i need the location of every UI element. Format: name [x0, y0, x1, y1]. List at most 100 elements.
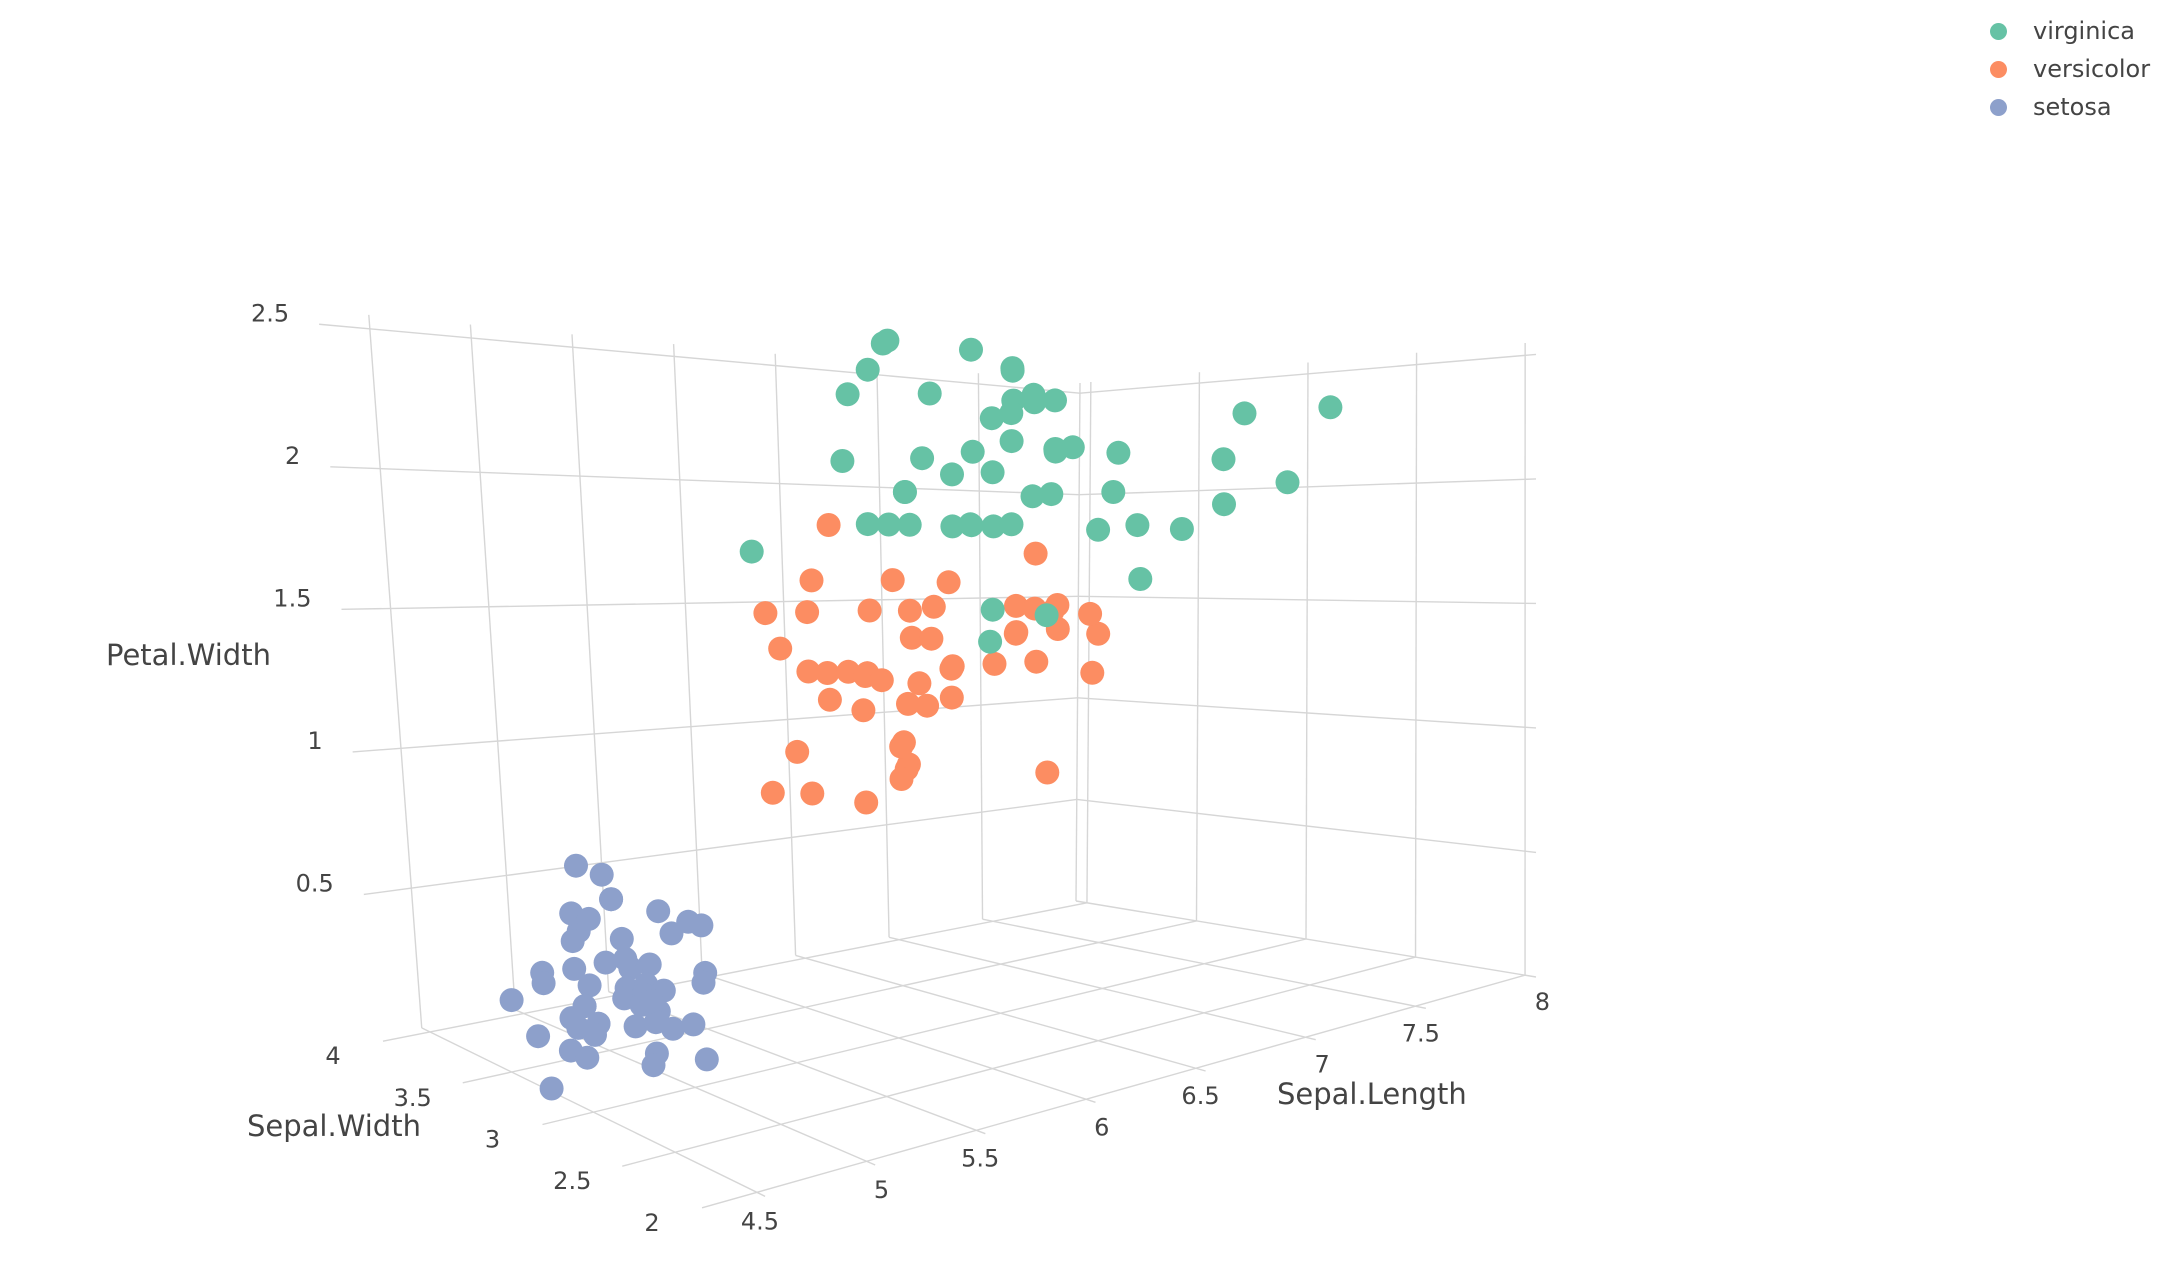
point-versicolor[interactable]: [1086, 621, 1111, 646]
point-virginica[interactable]: [1106, 440, 1131, 465]
point-versicolor[interactable]: [800, 781, 825, 806]
point-virginica[interactable]: [1211, 447, 1236, 472]
point-virginica[interactable]: [960, 439, 985, 464]
point-setosa[interactable]: [499, 988, 524, 1013]
point-setosa[interactable]: [613, 947, 638, 971]
point-versicolor[interactable]: [896, 691, 920, 716]
point-setosa[interactable]: [609, 926, 634, 951]
point-virginica[interactable]: [830, 449, 855, 473]
point-setosa[interactable]: [659, 921, 684, 946]
point-virginica[interactable]: [1086, 517, 1111, 542]
point-virginica[interactable]: [1232, 401, 1257, 426]
point-setosa[interactable]: [526, 1024, 551, 1049]
point-virginica[interactable]: [897, 512, 922, 537]
point-virginica[interactable]: [1039, 482, 1064, 507]
point-virginica[interactable]: [999, 429, 1024, 454]
point-versicolor[interactable]: [921, 594, 946, 619]
point-setosa[interactable]: [691, 970, 716, 995]
point-setosa[interactable]: [637, 952, 662, 977]
point-versicolor[interactable]: [768, 636, 793, 661]
point-setosa[interactable]: [576, 906, 601, 931]
point-setosa[interactable]: [575, 1045, 600, 1070]
point-versicolor[interactable]: [889, 767, 914, 791]
point-versicolor[interactable]: [1035, 760, 1060, 785]
point-versicolor[interactable]: [753, 601, 778, 626]
point-versicolor[interactable]: [907, 671, 932, 696]
point-virginica[interactable]: [910, 446, 935, 471]
point-versicolor[interactable]: [1080, 660, 1105, 685]
point-versicolor[interactable]: [982, 651, 1007, 676]
legend-item-versicolor[interactable]: versicolor: [1990, 50, 2150, 88]
point-virginica[interactable]: [999, 512, 1024, 537]
point-versicolor[interactable]: [815, 661, 840, 685]
point-virginica[interactable]: [1169, 517, 1194, 541]
point-versicolor[interactable]: [939, 656, 964, 681]
point-versicolor[interactable]: [799, 568, 824, 593]
point-virginica[interactable]: [980, 597, 1005, 622]
point-setosa[interactable]: [589, 862, 614, 887]
point-setosa[interactable]: [599, 887, 624, 912]
point-setosa[interactable]: [646, 899, 671, 924]
point-versicolor[interactable]: [869, 668, 894, 693]
point-virginica[interactable]: [981, 514, 1006, 539]
point-virginica[interactable]: [1021, 382, 1046, 407]
point-versicolor[interactable]: [1024, 649, 1049, 674]
point-versicolor[interactable]: [899, 625, 924, 650]
point-virginica[interactable]: [1125, 513, 1150, 538]
point-virginica[interactable]: [958, 512, 983, 537]
point-setosa[interactable]: [689, 913, 714, 938]
point-virginica[interactable]: [1212, 492, 1236, 517]
point-setosa[interactable]: [572, 994, 597, 1019]
point-virginica[interactable]: [980, 460, 1005, 485]
point-virginica[interactable]: [870, 331, 895, 356]
point-setosa[interactable]: [560, 929, 585, 954]
point-setosa[interactable]: [694, 1047, 719, 1072]
point-versicolor[interactable]: [1003, 621, 1028, 646]
point-virginica[interactable]: [835, 382, 860, 407]
point-setosa[interactable]: [539, 1076, 564, 1101]
point-versicolor[interactable]: [854, 790, 879, 815]
point-virginica[interactable]: [1020, 484, 1045, 509]
point-setosa[interactable]: [564, 853, 588, 878]
point-versicolor[interactable]: [760, 780, 785, 805]
point-versicolor[interactable]: [795, 600, 820, 625]
point-virginica[interactable]: [855, 512, 880, 537]
point-setosa[interactable]: [681, 1012, 706, 1037]
point-versicolor[interactable]: [897, 598, 922, 623]
point-virginica[interactable]: [917, 381, 942, 406]
point-virginica[interactable]: [1043, 437, 1068, 461]
point-virginica[interactable]: [1034, 603, 1059, 628]
point-virginica[interactable]: [978, 629, 1003, 654]
legend-item-virginica[interactable]: virginica: [1990, 12, 2150, 50]
point-versicolor[interactable]: [939, 685, 964, 710]
point-versicolor[interactable]: [851, 698, 876, 723]
data-points[interactable]: [499, 328, 1343, 1101]
point-versicolor[interactable]: [880, 568, 905, 593]
point-virginica[interactable]: [892, 480, 917, 504]
point-virginica[interactable]: [999, 401, 1024, 426]
point-versicolor[interactable]: [785, 739, 810, 764]
point-versicolor[interactable]: [1004, 593, 1028, 618]
point-setosa[interactable]: [593, 950, 618, 975]
point-setosa[interactable]: [641, 1053, 666, 1078]
point-virginica[interactable]: [1275, 470, 1300, 495]
point-setosa[interactable]: [623, 1014, 648, 1039]
point-virginica[interactable]: [876, 512, 901, 537]
point-virginica[interactable]: [1000, 358, 1025, 383]
point-versicolor[interactable]: [889, 734, 914, 759]
point-setosa[interactable]: [639, 989, 664, 1014]
point-versicolor[interactable]: [936, 570, 961, 595]
point-setosa[interactable]: [577, 973, 602, 998]
point-versicolor[interactable]: [817, 687, 842, 712]
point-versicolor[interactable]: [796, 659, 821, 684]
point-virginica[interactable]: [940, 514, 965, 539]
legend-item-setosa[interactable]: setosa: [1990, 88, 2150, 126]
point-virginica[interactable]: [979, 406, 1004, 431]
point-versicolor[interactable]: [857, 598, 882, 623]
point-versicolor[interactable]: [816, 513, 841, 537]
point-virginica[interactable]: [959, 337, 983, 362]
point-setosa[interactable]: [661, 1016, 685, 1041]
point-virginica[interactable]: [739, 539, 764, 564]
point-virginica[interactable]: [1128, 567, 1153, 591]
